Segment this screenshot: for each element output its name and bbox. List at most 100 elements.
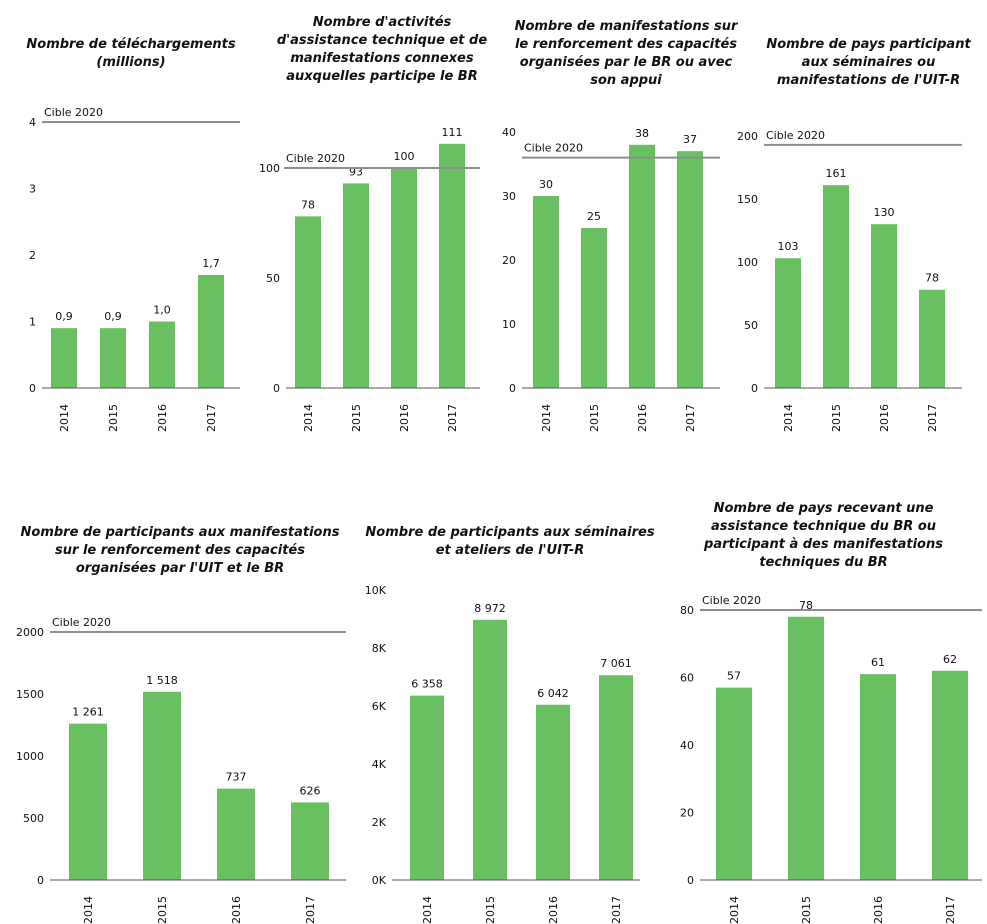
bar	[51, 328, 77, 388]
y-tick-label: 10	[502, 318, 516, 331]
y-tick-label: 2K	[372, 816, 387, 829]
bar	[536, 704, 570, 880]
data-label: 100	[394, 150, 415, 163]
bar	[69, 723, 107, 880]
x-tick-label: 2014	[82, 896, 95, 924]
bar	[823, 185, 849, 388]
y-tick-label: 150	[737, 193, 758, 206]
x-tick-label: 2016	[230, 896, 243, 924]
y-tick-label: 50	[266, 272, 280, 285]
x-tick-label: 2015	[484, 896, 497, 924]
x-tick-label: 2014	[421, 896, 434, 924]
y-tick-label: 1000	[16, 750, 44, 763]
bar	[291, 802, 329, 880]
x-tick-label: 2017	[205, 404, 218, 432]
x-tick-label: 2014	[58, 404, 71, 432]
x-tick-label: 2017	[304, 896, 317, 924]
data-label: 78	[799, 599, 813, 612]
y-tick-label: 2000	[16, 626, 44, 639]
bar-chart: 0K 2K 4K 6K 8K 10K 6 358 2014 8 972 2015 6 042 2016…	[365, 584, 640, 924]
x-tick-label: 2015	[156, 896, 169, 924]
data-label: 1,0	[153, 304, 171, 317]
data-label: 626	[300, 784, 321, 797]
data-label: 737	[226, 771, 247, 784]
data-label: 38	[635, 127, 649, 140]
x-tick-label: 2016	[636, 404, 649, 432]
chart-panel-capacity-events: Nombre de manifestations sur le renforce…	[502, 0, 750, 440]
x-tick-label: 2016	[878, 404, 891, 432]
data-label: 62	[943, 653, 957, 666]
bar	[391, 168, 417, 388]
data-label: 61	[871, 656, 885, 669]
y-tick-label: 40	[502, 126, 516, 139]
chart-title: Nombre de participants aux manifestation…	[20, 525, 340, 576]
data-label: 25	[587, 210, 601, 223]
chart-panel-assisted-countries: Nombre de pays recevant une assistance t…	[660, 440, 987, 924]
target-label: Cible 2020	[286, 152, 345, 165]
bar	[439, 143, 465, 388]
x-tick-label: 2016	[398, 404, 411, 432]
data-label: 1,7	[202, 257, 220, 270]
x-tick-label: 2014	[728, 896, 741, 924]
y-tick-label: 4	[29, 116, 36, 129]
data-label: 57	[727, 670, 741, 683]
bar	[871, 224, 897, 388]
target-label: Cible 2020	[702, 594, 761, 607]
x-tick-label: 2015	[107, 404, 120, 432]
bar	[919, 289, 945, 388]
y-tick-label: 20	[680, 807, 694, 820]
y-tick-label: 50	[744, 319, 758, 332]
bar	[932, 670, 968, 880]
bar	[775, 258, 801, 388]
chart-panel-capacity-participants: Nombre de participants aux manifestation…	[0, 440, 360, 924]
chart-title: Nombre de participants aux séminaires et…	[365, 525, 655, 558]
target-label: Cible 2020	[44, 106, 103, 119]
y-tick-label: 6K	[372, 700, 387, 713]
x-tick-label: 2017	[610, 896, 623, 924]
bar	[716, 687, 752, 880]
data-label: 103	[778, 240, 799, 253]
y-tick-label: 100	[737, 256, 758, 269]
y-tick-label: 60	[680, 672, 694, 685]
x-tick-label: 2017	[684, 404, 697, 432]
bar	[343, 183, 369, 388]
bar	[410, 695, 444, 880]
y-tick-label: 4K	[372, 758, 387, 771]
y-tick-label: 2	[29, 249, 36, 262]
x-tick-label: 2017	[926, 404, 939, 432]
chart-panel-technical-assistance: Nombre d'activités d'assistance techniqu…	[259, 0, 502, 440]
data-label: 30	[539, 178, 553, 191]
y-tick-label: 0	[509, 382, 516, 395]
bar	[788, 616, 824, 880]
x-tick-label: 2015	[588, 404, 601, 432]
chart-panel-seminar-participants: Nombre de participants aux séminaires et…	[360, 440, 660, 924]
x-tick-label: 2015	[350, 404, 363, 432]
y-tick-label: 1	[29, 316, 36, 329]
bar	[860, 674, 896, 880]
x-tick-label: 2017	[446, 404, 459, 432]
x-tick-label: 2014	[782, 404, 795, 432]
target-label: Cible 2020	[766, 129, 825, 142]
chart-title: Nombre de pays participant aux séminaire…	[766, 37, 971, 88]
y-tick-label: 1500	[16, 688, 44, 701]
y-tick-label: 3	[29, 183, 36, 196]
x-tick-label: 2014	[540, 404, 553, 432]
bar	[100, 328, 126, 388]
y-tick-label: 30	[502, 190, 516, 203]
bar	[533, 196, 559, 388]
bar-chart: 0 10 20 30 40 30 2014 25 2015 38 2016 37 2017 Cible 2…	[502, 126, 720, 432]
x-tick-label: 2015	[830, 404, 843, 432]
bar	[473, 619, 507, 880]
chart-panel-seminar-countries: Nombre de pays participant aux séminaire…	[737, 0, 987, 440]
x-tick-label: 2014	[302, 404, 315, 432]
y-tick-label: 0	[687, 874, 694, 887]
y-tick-label: 10K	[365, 584, 387, 597]
bar-chart: 0 500 1000 1500 2000 1 261 2014 1 518 2015 737 201…	[16, 616, 346, 924]
target-label: Cible 2020	[524, 142, 583, 155]
data-label: 0,9	[55, 310, 73, 323]
x-tick-label: 2016	[872, 896, 885, 924]
data-label: 130	[874, 206, 895, 219]
bar-chart: 0 1 2 3 4 0,9 2014 0,9 2015 1,0 2016 1,7 2017 Cible 2…	[29, 106, 240, 432]
bar-chart: 0 50 100 150 200 103 2014 161 2015 130 2016 78 2017 C…	[737, 129, 962, 432]
